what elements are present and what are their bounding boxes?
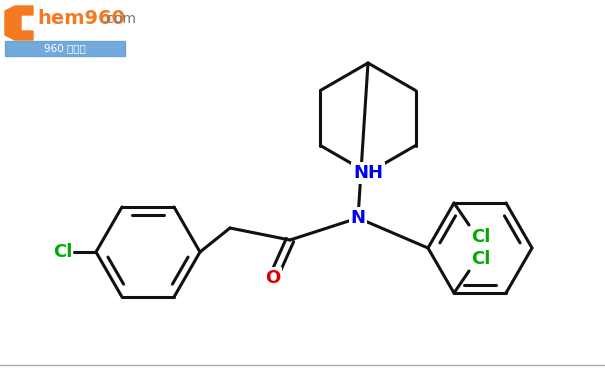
Text: Cl: Cl	[471, 250, 491, 268]
Text: N: N	[350, 209, 365, 227]
Text: hem960: hem960	[37, 9, 125, 28]
Text: O: O	[266, 269, 281, 287]
Text: NH: NH	[353, 164, 383, 182]
Text: Cl: Cl	[471, 228, 491, 246]
Text: 960 化工网: 960 化工网	[44, 44, 86, 54]
Text: Cl: Cl	[53, 243, 72, 261]
Text: .com: .com	[103, 12, 137, 26]
Polygon shape	[5, 6, 33, 40]
Bar	[5, 41, 125, 56]
